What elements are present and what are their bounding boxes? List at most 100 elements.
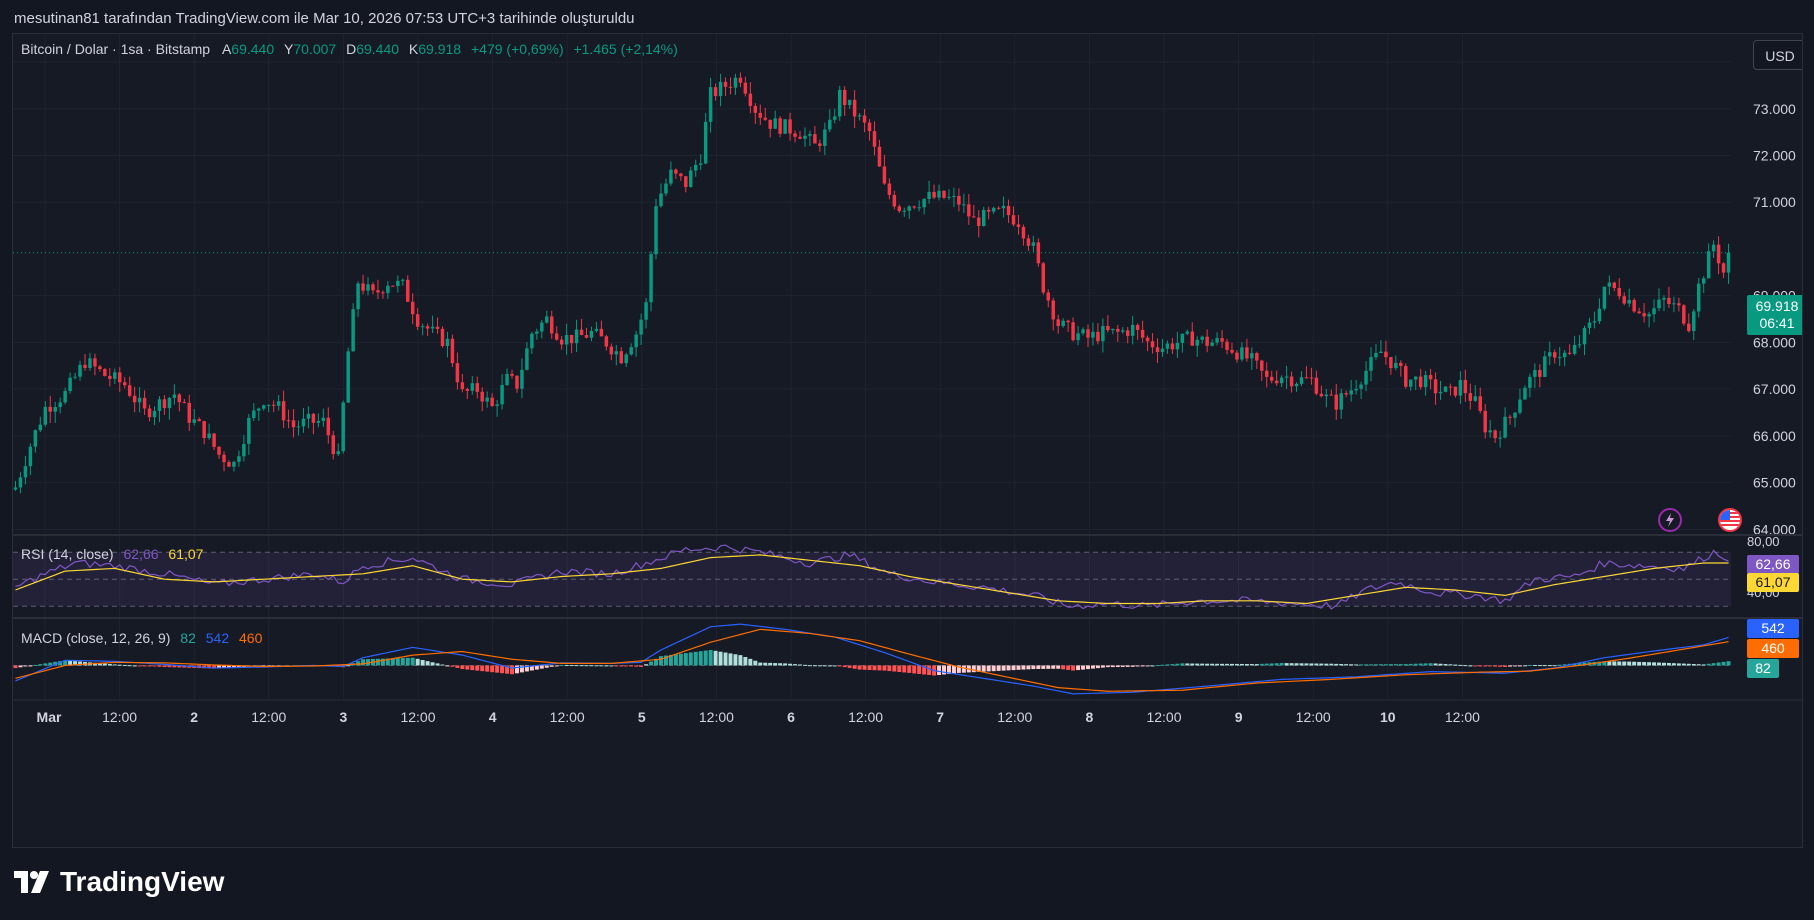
symbol-legend[interactable]: Bitcoin / Dolar · 1sa · Bitstamp A69.440… [21, 41, 678, 57]
macd-histogram-bar [1696, 664, 1701, 666]
candle-body [68, 377, 72, 392]
candle-body [664, 183, 668, 194]
candle-body [1150, 341, 1155, 348]
macd-histogram-bar [1522, 665, 1527, 667]
macd-histogram-bar [961, 665, 966, 673]
macd-histogram-bar [887, 665, 892, 672]
macd-histogram-bar [405, 657, 410, 666]
candle-body [1056, 319, 1060, 327]
candle-body [247, 417, 251, 444]
candle-body [689, 170, 693, 188]
candle-body [837, 89, 842, 117]
macd-histogram-bar [802, 664, 807, 666]
candle-body [887, 183, 892, 195]
candle-body [227, 462, 231, 467]
rsi-legend[interactable]: RSI (14, close) 62,66 61,07 [21, 546, 203, 562]
macd-histogram-bar [1513, 665, 1517, 667]
candle-body [1443, 386, 1448, 392]
macd-histogram-bar [1691, 664, 1696, 666]
macd-histogram-bar [1090, 665, 1095, 669]
candle-body [872, 131, 877, 147]
us-flag-icon[interactable] [1718, 508, 1742, 532]
macd-histogram-bar [1006, 665, 1011, 671]
macd-legend[interactable]: MACD (close, 12, 26, 9) 82 542 460 [21, 630, 262, 646]
lightning-icon[interactable] [1658, 508, 1682, 532]
candle-body [892, 194, 897, 207]
candle-body [996, 207, 1001, 209]
candle-body [1438, 391, 1443, 394]
candle-body [1016, 224, 1021, 227]
candle-body [1170, 343, 1175, 350]
macd-histogram-bar [1234, 663, 1239, 666]
macd-histogram-bar [1428, 663, 1433, 666]
macd-histogram-bar [112, 664, 117, 666]
macd-histogram-bar [554, 665, 559, 667]
macd-histogram-bar [1225, 663, 1230, 666]
macd-histogram-bar [539, 665, 544, 669]
macd-histogram-bar [420, 659, 425, 666]
candle-body [28, 446, 33, 467]
macd-histogram-bar [380, 658, 385, 666]
candle-body [187, 402, 192, 423]
candle-body [242, 443, 246, 457]
candle-body [1210, 342, 1214, 346]
candle-body [356, 283, 360, 310]
candle-body [833, 116, 837, 120]
candle-body [1562, 352, 1567, 358]
candle-body [1116, 328, 1120, 332]
rsi-ma-value: 61,07 [168, 546, 204, 562]
candle-body [1140, 329, 1145, 338]
candle-body [718, 81, 723, 97]
macd-histogram-bar [1229, 663, 1234, 666]
candle-body [1592, 321, 1597, 323]
macd-histogram-bar [857, 665, 862, 670]
macd-histogram-bar [1254, 664, 1259, 666]
candlestick-chart[interactable]: 74.00073.00072.00071.00069.00068.00067.0… [13, 34, 1802, 847]
candle-body [520, 369, 524, 389]
candle-body [703, 121, 708, 164]
bar-countdown: 06:41 [1759, 315, 1795, 331]
macd-histogram-bar [1284, 663, 1289, 666]
macd-histogram-bar [1393, 664, 1398, 666]
macd-histogram-bar [132, 665, 137, 667]
candle-body [584, 335, 589, 338]
currency-button[interactable]: USD [1753, 40, 1802, 70]
candle-body [1220, 338, 1224, 342]
tradingview-logo[interactable]: TradingView [14, 866, 224, 898]
candle-body [758, 112, 763, 118]
macd-histogram-bar [207, 665, 212, 669]
macd-histogram-bar [212, 665, 217, 669]
time-axis-label: 12:00 [1296, 709, 1331, 725]
macd-pane [13, 623, 1733, 695]
macd-histogram-bar [122, 664, 127, 666]
macd-histogram-bar [1259, 663, 1264, 666]
candle-body [604, 336, 609, 347]
macd-histogram-bar [1165, 664, 1170, 666]
candle-body [1284, 376, 1289, 378]
candle-body [1200, 336, 1204, 340]
candle-body [1111, 328, 1115, 331]
candle-body [1329, 394, 1334, 396]
macd-histogram-bar [1681, 663, 1686, 666]
symbol-name: Bitcoin / Dolar · 1sa · Bitstamp [21, 41, 211, 57]
candle-body [207, 433, 211, 439]
macd-histogram-bar [1418, 663, 1423, 666]
candle-body [1071, 322, 1075, 341]
candle-body [98, 366, 102, 370]
candle-body [1706, 251, 1711, 279]
candle-body [1255, 353, 1259, 361]
time-axis-label: 12:00 [699, 709, 734, 725]
macd-histogram-bar [614, 665, 619, 667]
rsi-label: RSI (14, close) [21, 546, 114, 562]
candle-body [897, 206, 902, 212]
macd-histogram-bar [1195, 663, 1200, 666]
price-axis-label: 66.000 [1753, 428, 1796, 444]
candle-body [1145, 337, 1150, 342]
candle-body [917, 207, 921, 209]
macd-histogram-bar [1398, 664, 1403, 666]
candle-body [1672, 303, 1676, 305]
candle-body [386, 285, 390, 294]
candle-body [991, 207, 996, 212]
macd-histogram-bar [1542, 665, 1547, 667]
macd-histogram-bar [1463, 665, 1468, 667]
